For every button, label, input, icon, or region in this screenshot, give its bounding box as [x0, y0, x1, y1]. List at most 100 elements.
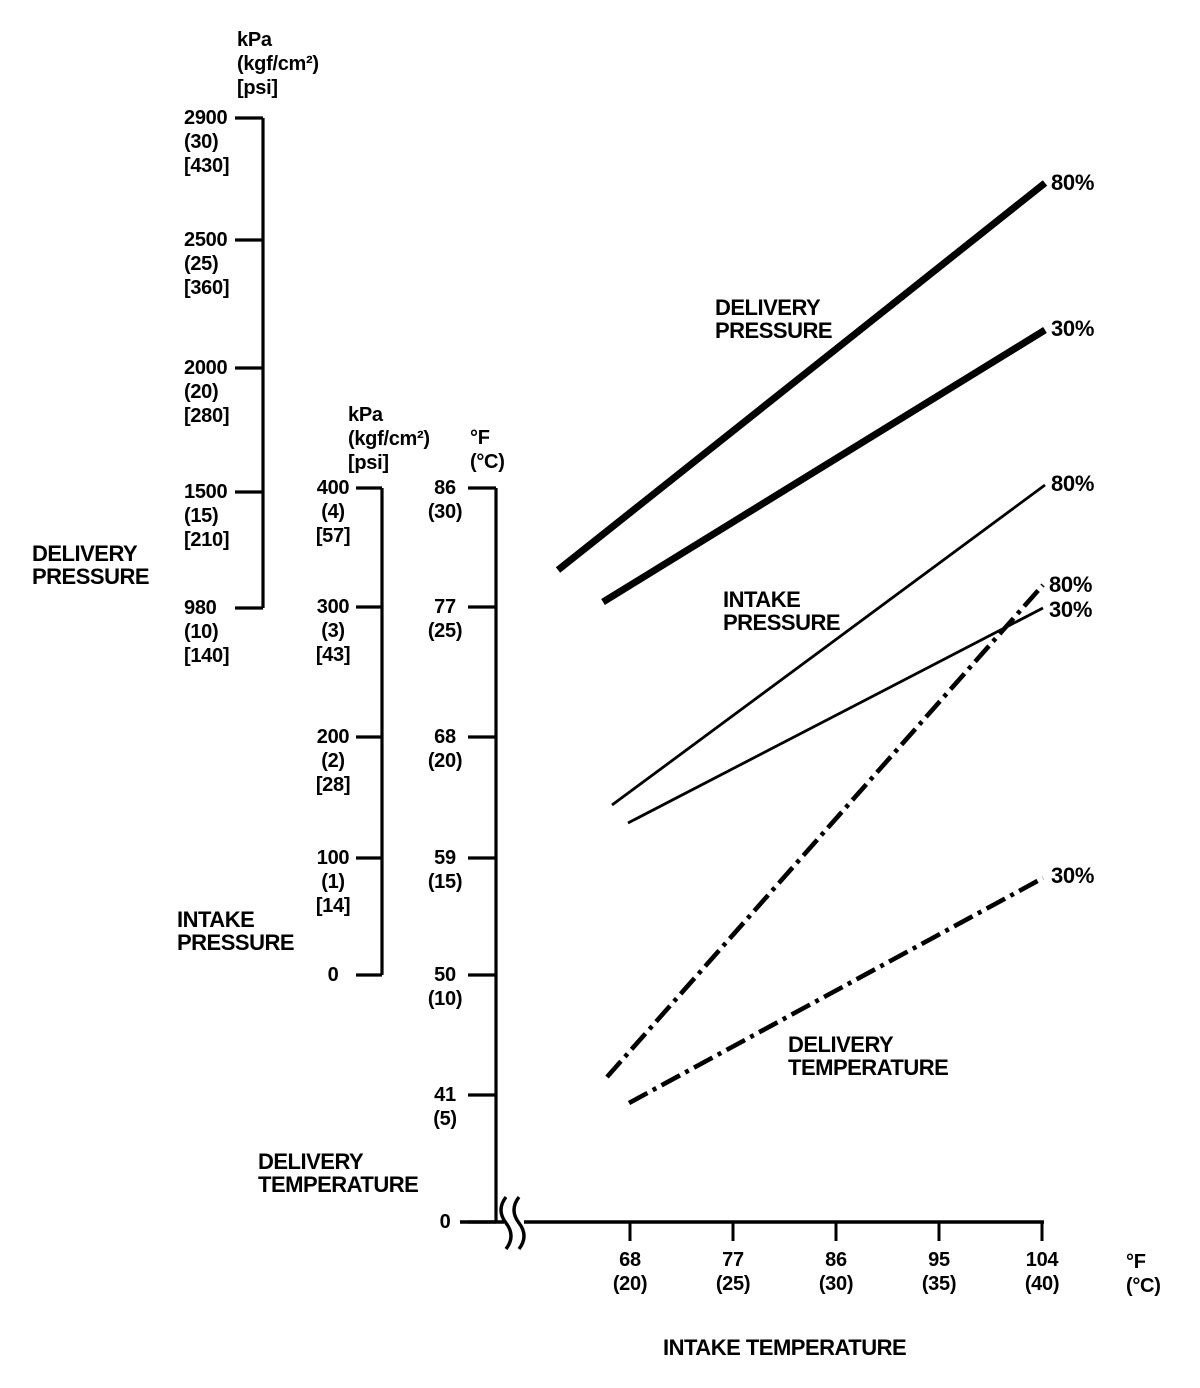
delivery-pressure-scale-tick-1: 2500 (25) [360]: [184, 228, 230, 300]
label-line: 86: [825, 1249, 847, 1271]
label-line: 200: [316, 726, 350, 748]
delivery-pressure-curve-label: DELIVERY PRESSURE: [715, 295, 833, 342]
label-line: 104: [1025, 1249, 1059, 1271]
delivery-pressure-scale-axis: [235, 116, 265, 610]
label-line: (20): [427, 750, 463, 772]
label-line: 80%: [1051, 471, 1095, 496]
label-line: (kgf/cm²): [237, 53, 319, 75]
label-line: (15): [184, 505, 219, 527]
label-line: (30): [818, 1273, 854, 1295]
label-line: [14]: [315, 895, 351, 917]
delivery-temperature-scale-axis: [468, 486, 498, 1224]
delivery-pressure-scale-tick-0: 2900 (30) [430]: [184, 106, 230, 178]
axis-break-mark-1: [512, 1195, 526, 1251]
label-line: [28]: [315, 774, 351, 796]
delivery-pressure-scale-unit-header: kPa (kgf/cm²) [psi]: [237, 28, 319, 100]
delivery-pressure-scale-tick-2: 2000 (20) [280]: [184, 356, 230, 428]
intake-pressure-scale-tick-2: 200 (2) [28]: [315, 725, 351, 797]
label-line: PRESSURE: [32, 564, 150, 589]
delivery-temperature-scale-tick-0: 86 (30): [427, 476, 463, 524]
label-line: DELIVERY: [715, 295, 821, 320]
intake-pressure-curve-label: INTAKE PRESSURE: [723, 587, 841, 635]
label-line: [43]: [315, 644, 351, 666]
label-line: (35): [921, 1273, 957, 1295]
axis-break-mark-0: [499, 1195, 513, 1251]
label-line: °F: [1126, 1251, 1146, 1273]
label-line: [psi]: [348, 452, 389, 474]
label-line: 1500: [184, 481, 228, 503]
intake-pressure-scale-tick-0: 400 (4) [57]: [315, 476, 351, 548]
series-line-intake-pressure-30-: [627, 606, 1044, 825]
label-line: DELIVERY: [788, 1032, 894, 1057]
label-line: 68: [434, 726, 456, 748]
intake-pressure-scale-tick-1: 300 (3) [43]: [315, 595, 351, 667]
series-line-delivery-pressure-80-: [555, 180, 1048, 573]
label-line: DELIVERY: [258, 1149, 364, 1174]
label-line: (25): [184, 253, 219, 275]
series-line-delivery-temperature-80-: [605, 583, 1045, 1079]
label-line: 30%: [1049, 597, 1093, 622]
label-line: (1): [321, 871, 345, 893]
x-axis-tick-0: 68 (20): [612, 1248, 648, 1296]
label-line: 77: [722, 1249, 744, 1271]
label-line: 100: [316, 847, 350, 869]
series-label-intake-pressure-80-: 80%: [1051, 472, 1094, 496]
label-line: (15): [427, 871, 463, 893]
label-line: (30): [184, 131, 219, 153]
label-line: [360]: [184, 277, 230, 299]
delivery-temperature-scale-tick-2: 68 (20): [427, 725, 463, 773]
label-line: kPa: [237, 29, 272, 51]
x-axis-ticks: [628, 1222, 1044, 1241]
label-line: [140]: [184, 645, 230, 667]
delivery-pressure-scale-section-label: DELIVERY PRESSURE: [32, 542, 150, 589]
label-line: 80%: [1051, 170, 1095, 195]
label-line: 2000: [184, 357, 228, 379]
x-axis-tick-3: 95 (35): [921, 1248, 957, 1296]
delivery-temperature-scale-tick-3: 59 (15): [427, 846, 463, 894]
x-axis-tick-4: 104 (40): [1024, 1248, 1060, 1296]
x-axis-tick-1: 77 (25): [716, 1248, 751, 1296]
label-line: (2): [321, 750, 345, 772]
delivery-temperature-scale-tick-6: 0: [440, 1210, 451, 1234]
label-line: (10): [427, 988, 463, 1010]
label-line: 2500: [184, 229, 228, 251]
label-line: 0: [439, 1211, 451, 1233]
series-label-delivery-temperature-80-: 80%: [1049, 573, 1092, 597]
delivery-temperature-scale-tick-4: 50 (10): [427, 963, 463, 1011]
label-line: 30%: [1051, 316, 1095, 341]
label-line: TEMPERATURE: [788, 1055, 949, 1080]
label-line: 400: [316, 477, 350, 499]
label-line: [430]: [184, 155, 230, 177]
label-line: 77: [434, 596, 456, 618]
label-line: (°C): [470, 451, 505, 473]
delivery-temperature-scale-tick-1: 77 (25): [428, 595, 463, 643]
label-line: 0: [327, 964, 339, 986]
label-line: (20): [612, 1273, 648, 1295]
label-line: 980: [184, 597, 217, 619]
delivery-pressure-scale-tick-3: 1500 (15) [210]: [184, 480, 230, 552]
label-line: 2900: [184, 107, 228, 129]
label-line: [psi]: [237, 77, 278, 99]
label-line: 59: [434, 847, 456, 869]
label-line: PRESSURE: [723, 610, 841, 635]
delivery-temperature-curve-label: DELIVERY TEMPERATURE: [788, 1032, 949, 1080]
label-line: [210]: [184, 529, 230, 551]
label-line: (°C): [1126, 1275, 1161, 1297]
label-line: INTAKE: [723, 587, 801, 612]
label-line: 95: [928, 1249, 950, 1271]
label-line: 41: [434, 1084, 456, 1106]
label-line: (10): [184, 621, 219, 643]
label-line: (30): [427, 501, 463, 523]
label-line: 68: [619, 1249, 641, 1271]
label-line: (40): [1024, 1273, 1060, 1295]
series-label-delivery-temperature-30-: 30%: [1051, 864, 1094, 888]
label-line: [57]: [315, 525, 351, 547]
x-axis-unit: °F (°C): [1126, 1250, 1161, 1298]
label-line: kPa: [348, 404, 383, 426]
delivery-pressure-scale-tick-4: 980 (10) [140]: [184, 596, 230, 668]
series-label-delivery-pressure-80-: 80%: [1051, 171, 1094, 195]
series-line-delivery-pressure-30-: [601, 327, 1047, 605]
label-line: 80%: [1049, 572, 1093, 597]
